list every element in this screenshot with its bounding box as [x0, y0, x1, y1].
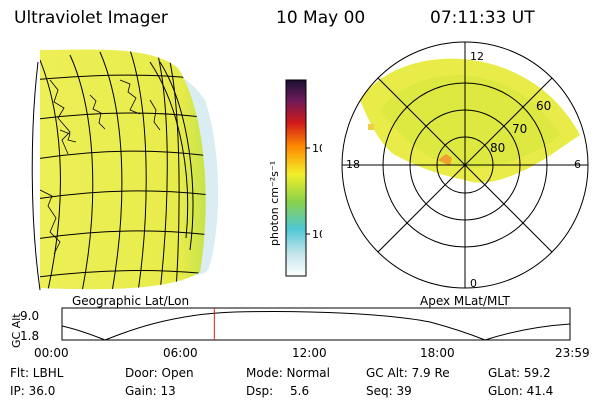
seq-info: Seq: 39 — [366, 384, 412, 398]
mlt-label-6: 6 — [574, 158, 581, 171]
colorbar-scale — [285, 79, 307, 277]
colorbar: 100 10 photon cm⁻²s⁻¹ — [268, 79, 322, 277]
colorbar-unit-label: photon cm⁻²s⁻¹ — [268, 161, 281, 246]
filter-info: Flt: LBHL — [10, 366, 64, 380]
mode-info: Mode: Normal — [246, 366, 330, 380]
mlt-label-12: 12 — [470, 50, 484, 63]
lat-label-60: 60 — [536, 99, 551, 113]
gain-info: Gain: 13 — [125, 384, 176, 398]
gc-alt-info: GC Alt: 7.9 Re — [366, 366, 450, 380]
mlt-label-18: 18 — [346, 158, 360, 171]
y-tick-1-8: 1.8 — [20, 329, 39, 343]
x-tick-0000: 00:00 — [34, 346, 69, 360]
ip-info: IP: 36.0 — [10, 384, 56, 398]
altitude-plot-frame — [61, 307, 571, 341]
x-tick-0600: 06:00 — [163, 346, 198, 360]
lat-label-70: 70 — [512, 122, 527, 136]
altitude-curve — [61, 311, 571, 341]
glon-info: GLon: 41.4 — [488, 384, 554, 398]
y-tick-9: 9.0 — [20, 309, 39, 323]
geographic-globe-image — [31, 49, 219, 291]
x-tick-1800: 18:00 — [420, 346, 455, 360]
apex-caption: Apex MLat/MLT — [420, 294, 510, 308]
dsp-value: 5.6 — [290, 384, 310, 398]
door-info: Door: Open — [125, 366, 194, 380]
dsp-label: Dsp: — [246, 384, 274, 398]
colorbar-tick-10: 10 — [312, 228, 322, 241]
x-tick-1200: 12:00 — [292, 346, 327, 360]
altitude-timeline-plot: GC Alt 9.0 1.8 — [10, 307, 571, 348]
mlt-label-0: 0 — [470, 277, 477, 290]
colorbar-tick-100: 100 — [312, 142, 322, 155]
lat-label-80: 80 — [490, 141, 505, 155]
polar-mlat-mlt-plot: 12 18 6 0 60 70 80 — [341, 41, 589, 290]
glat-info: GLat: 59.2 — [488, 366, 551, 380]
x-tick-2359: 23:59 — [555, 346, 590, 360]
geographic-caption: Geographic Lat/Lon — [72, 294, 190, 308]
instrument-title: Ultraviolet Imager — [14, 8, 168, 28]
time-label: 07:11:33 UT — [430, 8, 535, 28]
altitude-ylabel: GC Alt — [10, 313, 23, 348]
date-label: 10 May 00 — [276, 8, 366, 28]
